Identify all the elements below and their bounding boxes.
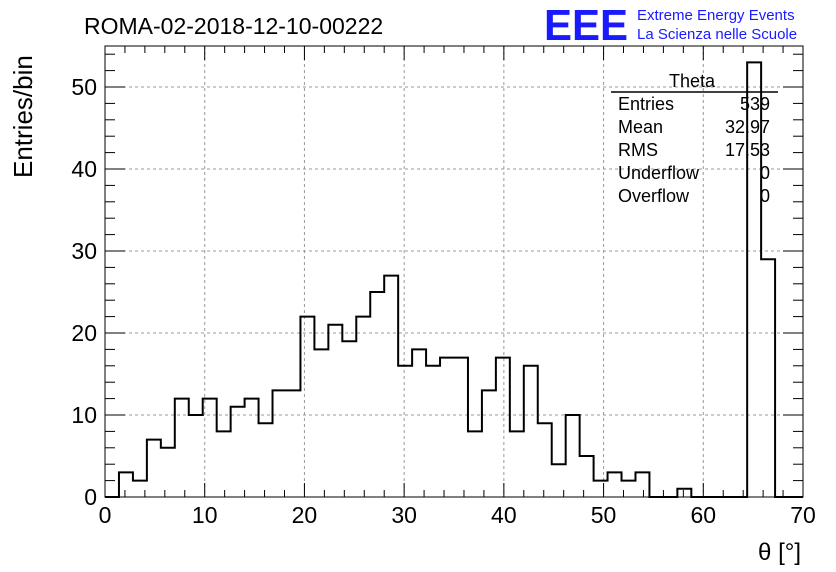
histogram-bin: [217, 431, 231, 497]
y-tick-label: 0: [84, 484, 97, 510]
histogram-bin: [412, 349, 426, 497]
histogram-bin: [608, 472, 622, 497]
histogram-bin: [147, 440, 161, 497]
x-tick-label: 70: [790, 502, 816, 528]
y-tick-label: 50: [71, 74, 97, 100]
y-tick-label: 30: [71, 238, 97, 264]
histogram-bin: [189, 415, 203, 497]
eee-logo: EEE Extreme Energy Events La Scienza nel…: [544, 1, 797, 50]
stats-row-label: Overflow: [618, 186, 690, 206]
stats-box: Theta Entries 539 Mean 32.97 RMS 17.53 Underfl…: [611, 71, 778, 206]
histogram-bin: [175, 399, 189, 497]
stats-row-value: 0: [760, 163, 770, 183]
histogram-bin: [231, 407, 245, 497]
x-axis-label: θ [°]: [758, 539, 801, 566]
stats-row-value: 17.53: [725, 140, 770, 160]
histogram-bin: [119, 472, 133, 497]
chart-title: ROMA-02-2018-12-10-00222: [84, 13, 383, 39]
stats-row-label: RMS: [618, 140, 658, 160]
stats-row-value: 539: [740, 94, 770, 114]
x-tick-label: 30: [391, 502, 417, 528]
histogram-bin: [259, 423, 273, 497]
histogram-bin: [482, 390, 496, 497]
y-tick-label: 10: [71, 402, 97, 428]
histogram-bin: [538, 423, 552, 497]
histogram-bin: [761, 259, 775, 497]
histogram-bin: [286, 390, 300, 497]
histogram-bin: [384, 276, 398, 497]
stats-title: Theta: [669, 71, 716, 91]
x-tick-label: 10: [192, 502, 218, 528]
histogram-bin: [245, 399, 259, 497]
histogram-bin: [524, 366, 538, 497]
histogram-bin: [328, 325, 342, 497]
x-tick-label: 0: [99, 502, 112, 528]
y-axis-label: Entries/bin: [8, 55, 38, 178]
stats-row-label: Mean: [618, 117, 663, 137]
y-tick-label: 40: [71, 156, 97, 182]
stats-row-value: 0: [760, 186, 770, 206]
histogram-bin: [635, 472, 649, 497]
histogram-bin: [398, 366, 412, 497]
histogram-bin: [566, 415, 580, 497]
axes: 0 10 20 30 40 50 60 70 0 10 20 30 40 50: [71, 46, 816, 528]
histogram-bin: [594, 481, 608, 497]
plot-frame: [104, 45, 804, 498]
stats-row-label: Entries: [618, 94, 674, 114]
x-tick-label: 50: [591, 502, 617, 528]
histogram-bin: [468, 431, 482, 497]
histogram-bin: [314, 349, 328, 497]
histogram-bin: [454, 358, 468, 497]
histogram-bin: [510, 431, 524, 497]
histogram-bars: [105, 61, 803, 498]
x-tick-label: 60: [690, 502, 716, 528]
grid-lines: [105, 46, 803, 497]
histogram-bin: [161, 448, 175, 497]
eee-logo-line2: La Scienza nelle Scuole: [637, 26, 797, 43]
histogram-bin: [426, 366, 440, 497]
histogram-outline: [105, 61, 803, 498]
histogram-bin: [356, 317, 370, 497]
eee-logo-mark: EEE: [544, 1, 628, 50]
histogram-bin: [300, 317, 314, 497]
histogram-bin: [342, 341, 356, 497]
x-tick-label: 40: [491, 502, 517, 528]
histogram-bin: [440, 358, 454, 497]
eee-logo-line1: Extreme Energy Events: [637, 7, 795, 24]
stats-row-label: Underflow: [618, 163, 700, 183]
y-tick-label: 20: [71, 320, 97, 346]
histogram-bin: [580, 456, 594, 497]
histogram-bin: [370, 292, 384, 497]
x-tick-label: 20: [292, 502, 318, 528]
histogram-bin: [273, 390, 287, 497]
stats-row-value: 32.97: [725, 117, 770, 137]
histogram-bin: [677, 489, 691, 497]
histogram-bin: [496, 358, 510, 497]
